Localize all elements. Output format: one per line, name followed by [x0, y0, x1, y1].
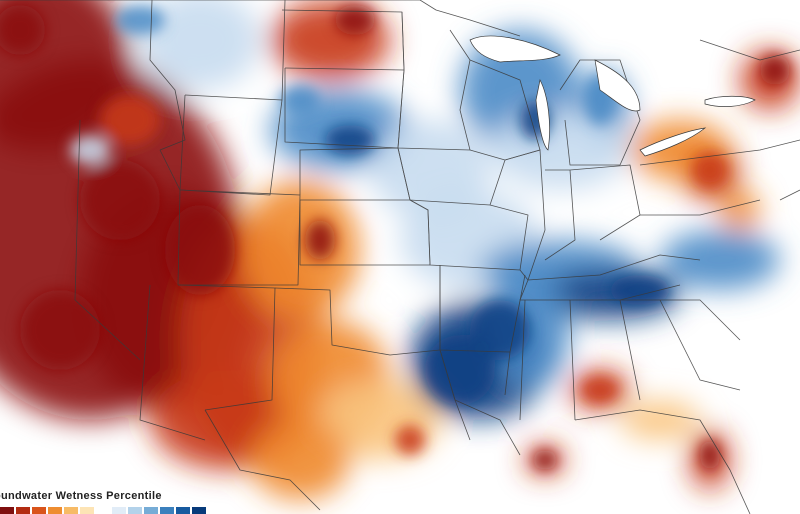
- moisture-region-slight_wet-15: [490, 110, 630, 190]
- moisture-detail-severe_dry-2: [165, 205, 235, 295]
- moisture-detail-severe_dry-7: [335, 5, 375, 35]
- lake-superior: [469, 35, 561, 63]
- legend-swatch-10: [160, 507, 174, 514]
- moisture-detail-severe_dry-20: [305, 220, 335, 260]
- moisture-region-slight_dry-27: [620, 400, 700, 440]
- legend-title: oundwater Wetness Percentile: [0, 490, 162, 502]
- moisture-detail-dry-15: [692, 152, 728, 188]
- boundary-arkansas: [439, 265, 526, 353]
- moisture-detail-very_wet-8: [325, 125, 375, 155]
- boundary-arizona-nm: [139, 284, 206, 441]
- boundary-florida: [574, 409, 751, 514]
- moisture-detail-wet-6: [115, 5, 165, 35]
- moisture-detail-severe_dry-3: [20, 290, 100, 370]
- legend-swatch-11: [176, 507, 190, 514]
- moisture-region-moderate_dry-25: [720, 190, 760, 230]
- moisture-detail-very_wet-10: [425, 335, 495, 405]
- legend-swatch-3: [48, 507, 62, 514]
- lake-huron: [594, 59, 641, 112]
- moisture-detail-slight_wet-5: [70, 135, 110, 165]
- legend-swatch-8: [128, 507, 142, 514]
- legend-swatch-4: [64, 507, 78, 514]
- boundary-idaho-montana: [149, 0, 186, 151]
- boundary-east-coast: [699, 39, 800, 201]
- moisture-region-wet-21: [660, 230, 780, 290]
- boundary-northern-border: [0, 0, 521, 37]
- boundary-wyoming: [179, 94, 283, 196]
- legend-swatch-9: [144, 507, 158, 514]
- boundary-louisiana: [439, 349, 521, 456]
- moisture-detail-severe_dry-1: [80, 160, 160, 240]
- moisture-detail-severe_dry-17: [533, 450, 557, 470]
- lake-michigan: [535, 78, 550, 151]
- moisture-detail-dry-19: [582, 378, 618, 402]
- moisture-detail-layer: [0, 5, 790, 470]
- legend-swatch-6: [96, 507, 110, 514]
- legend-swatch-0: [0, 507, 14, 514]
- legend-swatch-7: [112, 507, 126, 514]
- boundary-michigan: [559, 59, 641, 166]
- lake-ontario: [704, 95, 756, 107]
- moisture-region-moderate_dry-8: [250, 420, 350, 500]
- boundary-virginia-pa: [639, 139, 800, 216]
- moisture-detail-severe_dry-16: [760, 55, 790, 85]
- boundary-nm-texas: [177, 284, 276, 411]
- boundary-colorado: [178, 189, 301, 286]
- boundary-nevada-utah: [74, 119, 141, 361]
- moisture-detail-very_wet-12: [610, 275, 670, 305]
- boundary-missouri: [409, 199, 529, 271]
- boundary-illinois: [504, 149, 546, 281]
- legend-swatch-12: [192, 507, 206, 514]
- boundary-mississippi-alabama: [519, 299, 641, 421]
- moisture-detail-severe_dry-18: [700, 440, 720, 470]
- boundary-indiana-ohio: [544, 164, 641, 261]
- legend-swatch-1: [16, 507, 30, 514]
- moisture-detail-dry-21: [395, 425, 425, 455]
- lake-erie: [639, 127, 707, 157]
- moisture-detail-very_wet-11: [470, 300, 530, 360]
- legend-swatch-2: [32, 507, 46, 514]
- moisture-detail-dry-4: [100, 95, 160, 145]
- legend-swatch-5: [80, 507, 94, 514]
- moisture-detail-severe_dry-0: [0, 5, 45, 55]
- great-lakes: [469, 35, 756, 157]
- moisture-region-slight_wet-10: [140, 0, 260, 90]
- moisture-detail-wet-9: [280, 85, 320, 115]
- boundary-georgia-carolinas: [620, 299, 741, 391]
- legend-color-scale: [0, 507, 206, 514]
